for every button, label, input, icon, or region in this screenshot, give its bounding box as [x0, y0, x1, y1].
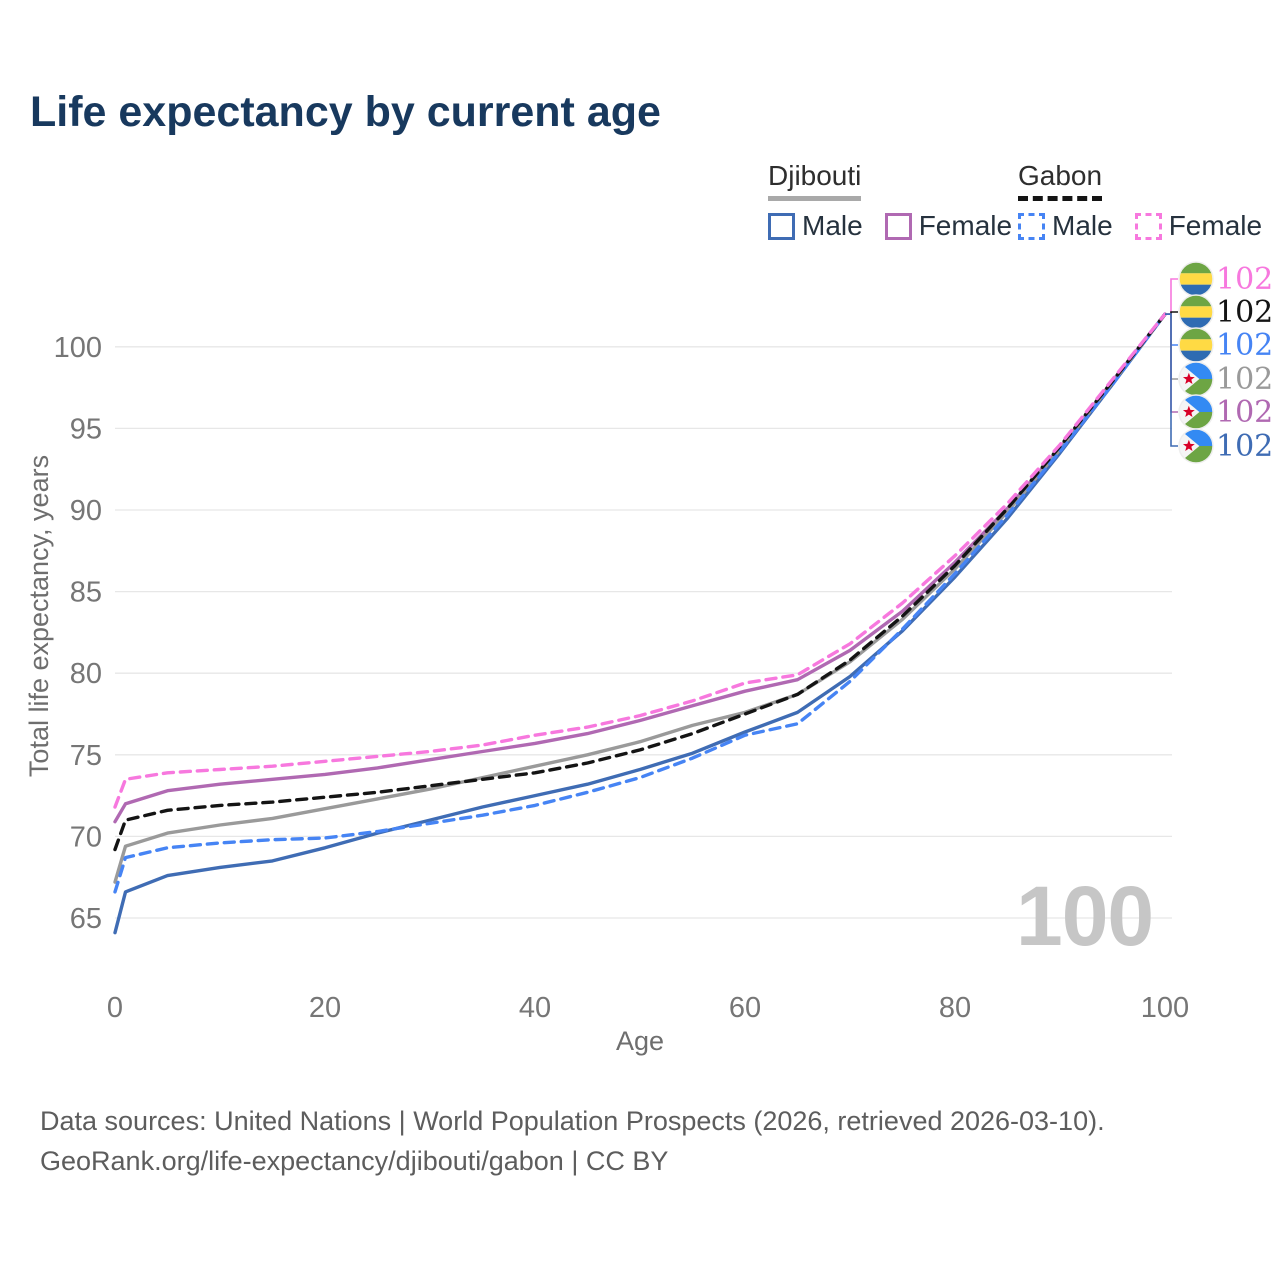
flag-icon-djibouti	[1179, 429, 1213, 463]
series-line-djibouti-male[interactable]	[113, 312, 1167, 935]
legend-title-djibouti[interactable]: Djibouti	[768, 160, 862, 201]
series-line-gabon-male[interactable]	[113, 312, 1167, 894]
flag-icon-gabon	[1179, 295, 1213, 329]
end-label-gabon-female: 102	[1216, 262, 1273, 297]
legend-group-djibouti: Djibouti Male Female	[768, 160, 1012, 242]
footer-line-2: GeoRank.org/life-expectancy/djibouti/gab…	[40, 1145, 669, 1176]
legend-label-gabon-male: Male	[1052, 210, 1113, 241]
end-label-djibouti-female: 102	[1216, 395, 1273, 430]
flag-icon-gabon	[1179, 328, 1213, 362]
y-tick-label-70: 70	[70, 821, 102, 853]
y-tick-label-100: 100	[54, 332, 102, 364]
x-tick-label-100: 100	[1141, 992, 1189, 1024]
y-tick-label-90: 90	[70, 495, 102, 527]
legend-swatch-djibouti-female	[884, 212, 912, 240]
flag-icon-djibouti	[1179, 395, 1213, 429]
y-tick-label-95: 95	[70, 413, 102, 445]
legend-swatch-gabon-female	[1134, 212, 1162, 240]
legend-label-djibouti-male: Male	[802, 210, 863, 241]
legend-item-djibouti-male[interactable]: Male	[768, 210, 863, 242]
flag-icon-djibouti	[1179, 362, 1213, 396]
watermark-age-100: 100	[1016, 869, 1154, 963]
legend-label-djibouti-female: Female	[918, 210, 1013, 241]
end-label-djibouti-both: 102	[1216, 362, 1273, 397]
legend-swatch-gabon-male	[1018, 212, 1045, 240]
y-tick-label-75: 75	[70, 740, 102, 772]
series-line-gabon-female[interactable]	[113, 312, 1167, 809]
legend-items-gabon: Male Female	[1018, 210, 1262, 242]
y-axis-title: Total life expectancy, years	[24, 455, 54, 777]
legend-label-gabon-female: Female	[1168, 210, 1263, 241]
flag-icon-ring	[1178, 428, 1214, 464]
series-line-djibouti-female[interactable]	[113, 312, 1167, 824]
x-axis-title: Age	[616, 1026, 664, 1056]
legend-group-gabon: Gabon Male Female	[1018, 160, 1262, 242]
leader-line-gabon-female	[1165, 278, 1178, 315]
x-tick-label-20: 20	[309, 992, 341, 1024]
leader-line-djibouti-male	[1165, 313, 1178, 447]
end-label-gabon-both: 102	[1216, 295, 1273, 330]
line-chart: 65 70 75 80 85 90 95 100 0 20 40 60 80 100 Age Total li…	[24, 261, 1273, 1056]
series-line-gabon-both[interactable]	[113, 312, 1167, 852]
y-tick-label-65: 65	[70, 903, 102, 935]
x-tick-label-40: 40	[519, 992, 551, 1024]
data-sources: Data sources: United Nations | World Pop…	[40, 1102, 1105, 1182]
x-tick-label-0: 0	[107, 992, 123, 1024]
legend-title-gabon[interactable]: Gabon	[1018, 160, 1103, 201]
y-tick-label-85: 85	[70, 577, 102, 609]
flag-icon-gabon	[1179, 262, 1213, 296]
footer-line-1: Data sources: United Nations | World Pop…	[40, 1106, 1105, 1136]
legend-items-djibouti: Male Female	[768, 210, 1012, 242]
end-label-djibouti-male: 102	[1216, 429, 1273, 464]
x-tick-label-60: 60	[729, 992, 761, 1024]
x-tick-label-80: 80	[939, 992, 971, 1024]
page-title: Life expectancy by current age	[30, 88, 661, 136]
series-line-djibouti-both[interactable]	[113, 312, 1167, 884]
legend-item-gabon-male[interactable]: Male	[1018, 210, 1113, 242]
end-label-gabon-male: 102	[1216, 328, 1273, 363]
y-tick-label-80: 80	[70, 658, 102, 690]
legend-item-gabon-female[interactable]: Female	[1134, 210, 1263, 242]
legend-item-djibouti-female[interactable]: Female	[884, 210, 1013, 242]
legend-swatch-djibouti-male	[768, 212, 795, 240]
